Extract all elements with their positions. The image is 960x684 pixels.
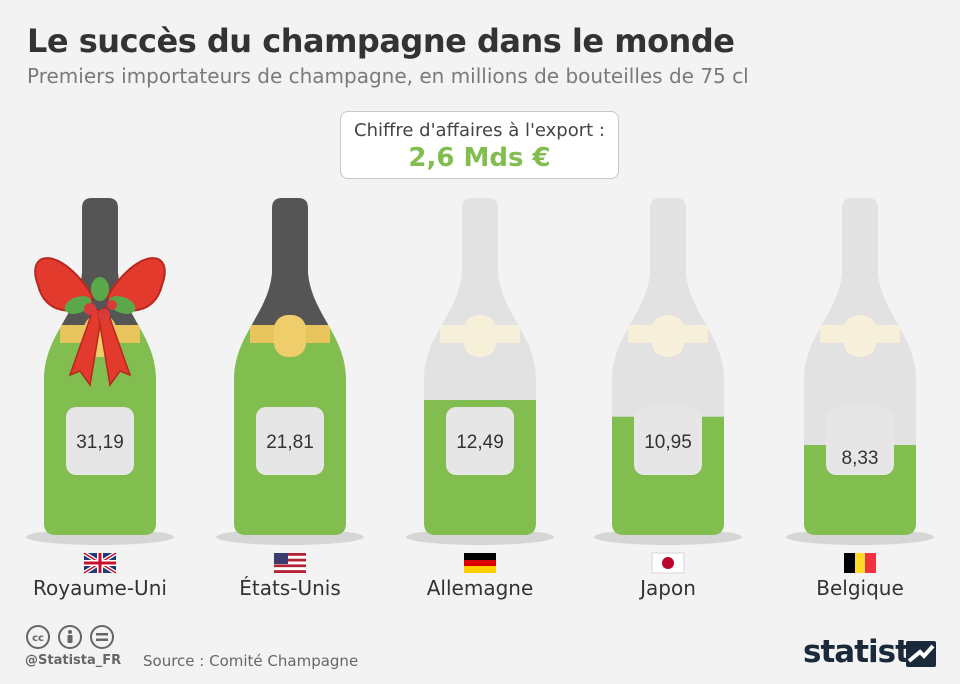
bottle-1: 21,81 [234, 198, 346, 535]
category-label-0: Royaume-Uni [33, 576, 167, 600]
statista-logo-icon [906, 641, 936, 667]
value-label-bg-4 [826, 407, 894, 475]
export-revenue-box: Chiffre d'affaires à l'export : 2,6 Mds … [340, 111, 619, 179]
bottle-2: 12,49 [424, 198, 536, 535]
category-label-1: États-Unis [239, 576, 341, 600]
category-label-4: Belgique [816, 576, 904, 600]
twitter-handle: @Statista_FR [25, 653, 122, 668]
value-label-bg-3 [634, 407, 702, 475]
uk-flag-icon [82, 551, 118, 575]
license-icons: cc [26, 625, 114, 649]
nd-icon [90, 625, 114, 649]
value-label-bg-1 [256, 407, 324, 475]
us-flag-icon [274, 553, 306, 573]
belgium-flag-icon [844, 553, 876, 573]
svg-text:cc: cc [32, 633, 44, 644]
export-revenue-value: 2,6 Mds € [408, 143, 551, 173]
germany-flag-icon [464, 553, 496, 573]
value-label-2: 12,49 [456, 432, 504, 453]
value-label-0: 31,19 [76, 432, 124, 453]
bottle-chart: 31,19 Royaume-Uni 21,81 États-Unis 12,49 Alle… [26, 198, 934, 600]
value-label-bg-2 [446, 407, 514, 475]
cc-icon: cc [26, 625, 50, 649]
chart-subtitle: Premiers importateurs de champagne, en m… [27, 64, 749, 88]
japan-flag-icon [651, 552, 685, 574]
category-label-3: Japon [638, 576, 696, 600]
value-label-4: 8,33 [842, 448, 879, 469]
chart-title: Le succès du champagne dans le monde [27, 22, 735, 60]
bottle-3: 10,95 [612, 198, 724, 535]
value-label-bg-0 [66, 407, 134, 475]
red-bow-icon [34, 257, 166, 387]
value-label-3: 10,95 [644, 432, 692, 453]
bottle-4: 8,33 [804, 198, 916, 535]
bottle-0: 31,19 [44, 198, 156, 535]
value-label-1: 21,81 [266, 432, 314, 453]
export-revenue-label: Chiffre d'affaires à l'export : [354, 120, 605, 141]
by-icon [58, 625, 82, 649]
category-label-2: Allemagne [427, 576, 534, 600]
source-note: Source : Comité Champagne [143, 652, 359, 670]
